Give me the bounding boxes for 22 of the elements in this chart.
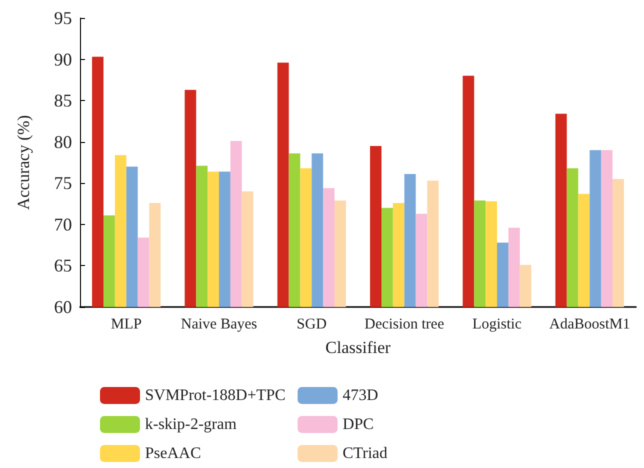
y-tick-label: 60 xyxy=(54,297,72,317)
legend-label: CTriad xyxy=(342,445,388,462)
x-tick-label: SGD xyxy=(296,316,327,332)
legend-label: PseAAC xyxy=(145,445,202,462)
y-tick-label: 75 xyxy=(54,173,72,194)
y-tick-label: 80 xyxy=(54,132,72,152)
y-tick-label: 65 xyxy=(54,256,72,276)
y-tick-label: 90 xyxy=(54,49,72,70)
x-axis-title: Classifier xyxy=(325,338,391,357)
legend-label: SVMProt-188D+TPC xyxy=(145,387,286,404)
y-axis-title: Accuracy (%) xyxy=(14,115,33,210)
x-tick-label: Decision tree xyxy=(364,316,444,332)
y-tick-label: 95 xyxy=(54,8,72,28)
legend-label: 473D xyxy=(342,387,378,404)
x-tick-label: MLP xyxy=(110,316,142,332)
legend-label: k-skip-2-gram xyxy=(145,416,238,433)
x-tick-label: Naive Bayes xyxy=(180,316,258,332)
legend-label: DPC xyxy=(342,416,374,433)
x-tick-label: AdaBoostM1 xyxy=(549,316,630,332)
x-tick-label: Logistic xyxy=(472,316,522,332)
y-tick-label: 85 xyxy=(54,90,72,111)
y-tick-label: 70 xyxy=(54,214,72,234)
